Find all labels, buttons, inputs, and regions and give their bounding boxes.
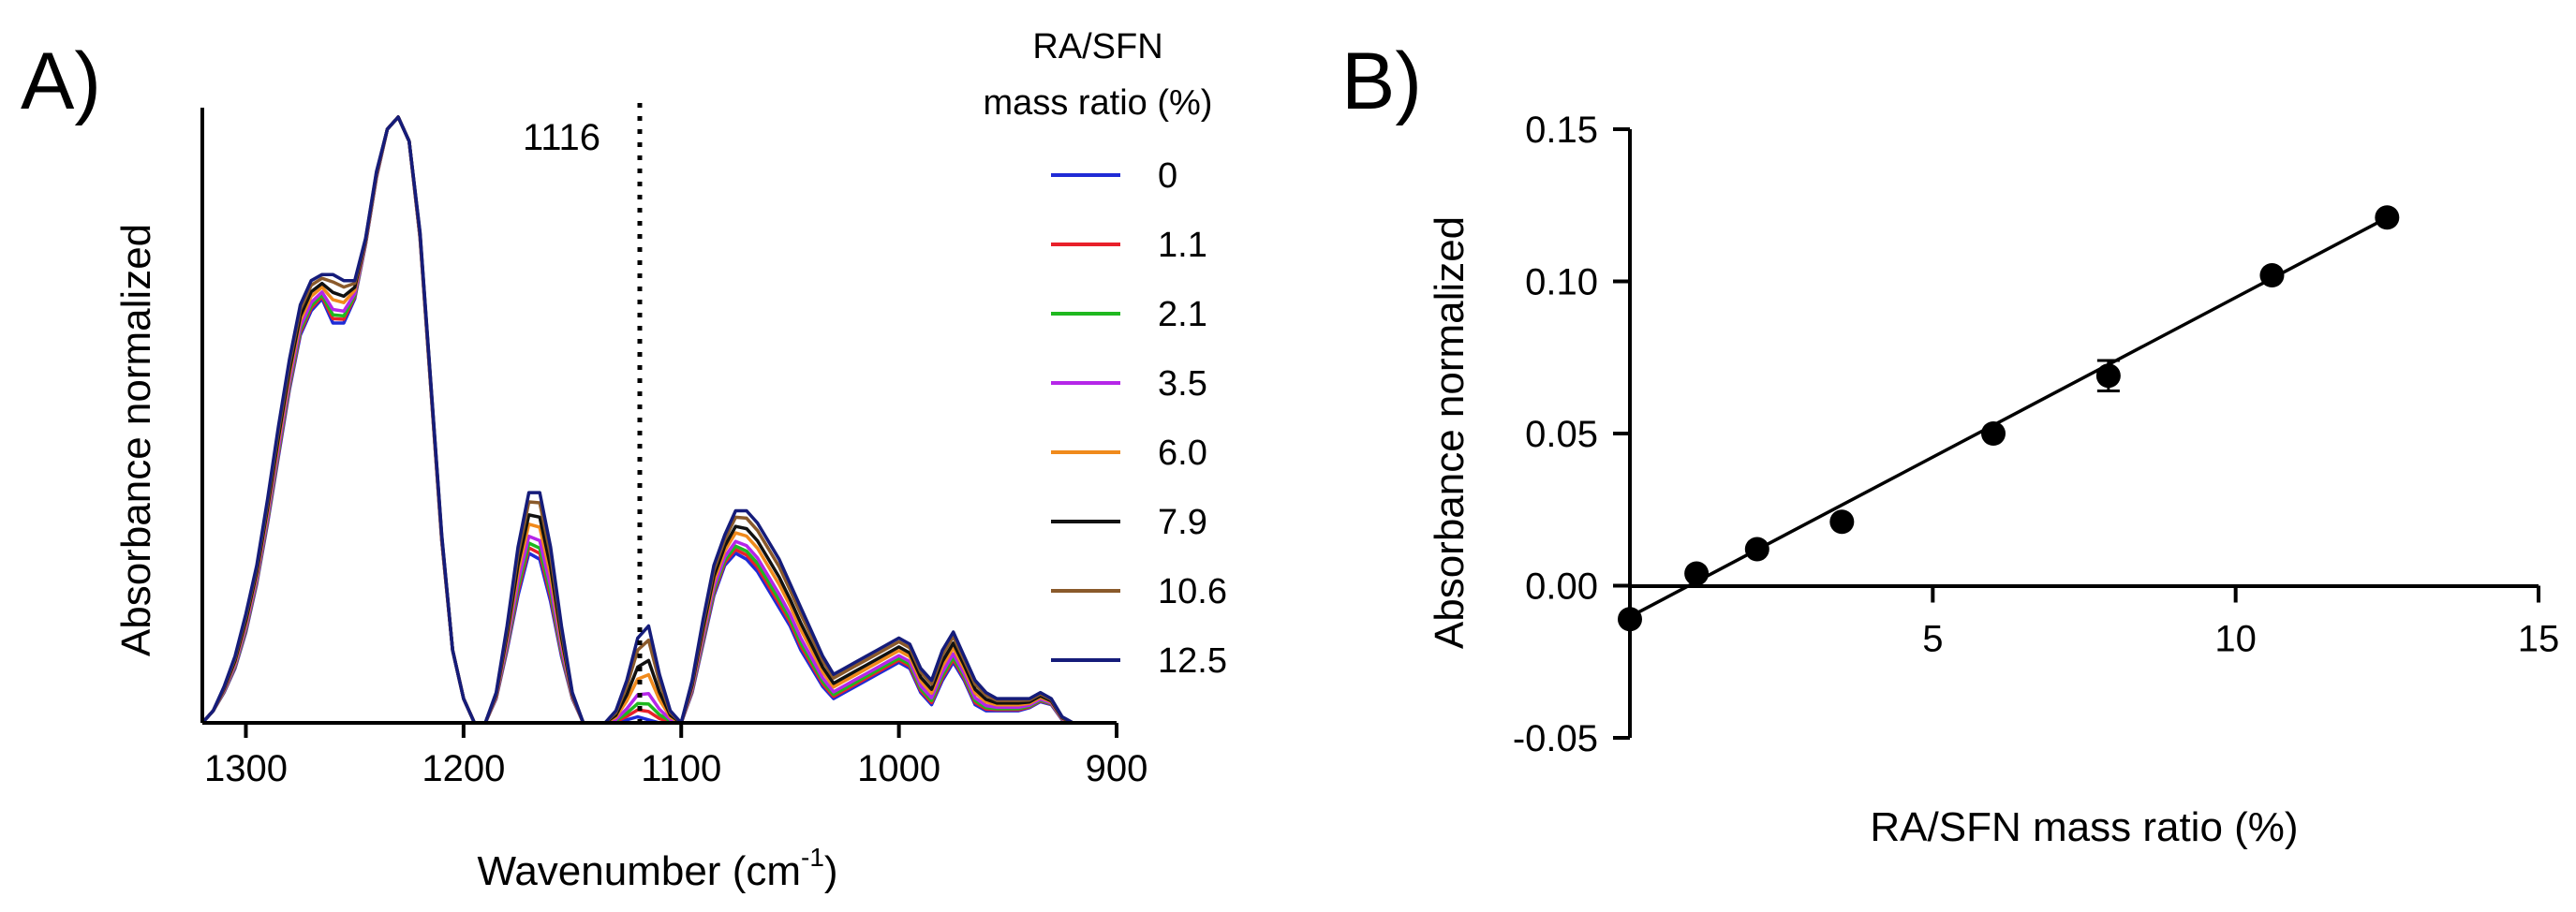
b-x-axis-title: RA/SFN mass ratio (%) — [1870, 804, 2298, 850]
legend-items: 0 1.1 2.1 3.5 6.0 7.9 10.6 12.5 — [1051, 156, 1227, 681]
a-x-tick-label: 900 — [1086, 748, 1148, 789]
b-y-tick-label: 0.10 — [1525, 262, 1598, 303]
legend-title-line1: RA/SFN — [1032, 27, 1162, 66]
spectrum-series-line — [200, 115, 1074, 725]
legend-title-line2: mass ratio (%) — [984, 83, 1213, 123]
b-y-tick-label: 0.05 — [1525, 414, 1598, 455]
b-y-tick-label: -0.05 — [1513, 718, 1598, 759]
data-point — [1684, 561, 1710, 586]
a-x-tick-label: 1100 — [641, 748, 721, 789]
a-x-axis-title-main: Wavenumber (cm — [477, 848, 801, 894]
spectrum-series-line — [200, 115, 1074, 725]
legend-label: 12.5 — [1158, 641, 1227, 681]
b-x-tick-label: 10 — [2214, 619, 2257, 660]
b-x-tick-label: 15 — [2518, 619, 2560, 660]
data-point — [1829, 509, 1855, 535]
data-point — [1618, 607, 1642, 632]
a-y-axis-title: Absorbance normalized — [113, 224, 159, 656]
panel-b-label: B) — [1341, 37, 1422, 126]
panel-a: A) 1116 1300 1200 1100 1000 900 Absorbance n… — [21, 27, 1227, 894]
legend-label: 7.9 — [1158, 503, 1207, 542]
spectrum-series-line — [200, 115, 1074, 725]
legend-label: 0 — [1158, 156, 1177, 196]
a-x-tick-label: 1000 — [857, 748, 940, 789]
a-x-axis-title: Wavenumber (cm-1) — [477, 843, 837, 894]
panel-b: B) -0.05 0.00 0.05 0.10 0.15 5 10 15 Absorbanc… — [1341, 37, 2559, 850]
b-y-ticks: -0.05 0.00 0.05 0.10 0.15 — [1513, 110, 1630, 759]
a-x-ticks: 1300 1200 1100 1000 900 — [204, 723, 1147, 789]
b-x-tick-label: 5 — [1922, 619, 1943, 660]
a-x-axis-title-suffix: ) — [824, 848, 838, 894]
spectrum-series-line — [200, 115, 1074, 725]
b-y-tick-label: 0.00 — [1525, 566, 1598, 608]
legend-label: 2.1 — [1158, 295, 1207, 334]
legend-label: 6.0 — [1158, 434, 1207, 473]
b-x-ticks: 5 10 15 — [1922, 585, 2560, 660]
data-points — [1618, 205, 2400, 632]
panel-a-label: A) — [21, 37, 101, 126]
annotation-1116-label: 1116 — [523, 117, 600, 158]
a-x-tick-label: 1300 — [204, 748, 288, 789]
a-x-tick-label: 1200 — [422, 748, 505, 789]
data-point — [1744, 537, 1769, 562]
data-point — [2375, 205, 2400, 230]
data-point — [2095, 363, 2121, 389]
data-point — [2259, 263, 2285, 287]
b-y-tick-label: 0.15 — [1525, 110, 1598, 151]
b-y-axis-title: Absorbance normalized — [1427, 216, 1473, 649]
legend: RA/SFN mass ratio (%) 0 1.1 2.1 3.5 6.0 7.9 10… — [984, 27, 1227, 681]
legend-label: 1.1 — [1158, 226, 1207, 265]
a-x-axis-title-superscript: -1 — [801, 843, 824, 872]
legend-label: 10.6 — [1158, 572, 1227, 611]
data-point — [1981, 421, 2006, 446]
legend-label: 3.5 — [1158, 364, 1207, 404]
